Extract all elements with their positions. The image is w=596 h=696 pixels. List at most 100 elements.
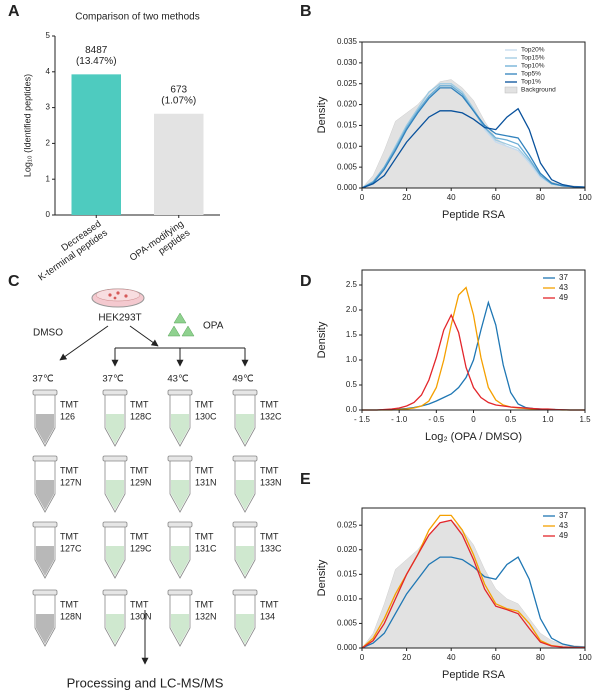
- x-axis-label: Peptide RSA: [442, 209, 506, 221]
- x-tick-label: - 1.5: [354, 415, 371, 424]
- tube: [167, 389, 193, 447]
- legend-label: 49: [559, 293, 568, 302]
- y-tick-label: 4: [46, 67, 51, 76]
- legend-label: 37: [559, 273, 568, 282]
- tmt-label: TMT: [260, 399, 279, 409]
- background-area: [361, 79, 586, 189]
- y-axis-label: Density: [316, 96, 328, 133]
- x-tick-label: 1.0: [542, 415, 554, 424]
- temperature-label: 49℃: [232, 374, 254, 385]
- temperature-label: 43℃: [167, 374, 189, 385]
- tube-cap: [167, 389, 193, 396]
- panel-label: D: [300, 273, 312, 290]
- x-tick-label: 40: [447, 193, 456, 202]
- tube: [167, 589, 193, 647]
- value-label: (1.07%): [161, 95, 196, 106]
- tube-liquid: [236, 480, 254, 510]
- x-tick-label: 60: [491, 193, 500, 202]
- legend-label: 37: [559, 511, 568, 520]
- legend-label: 43: [559, 521, 568, 530]
- tmt-label: TMT: [60, 599, 79, 609]
- series-line: [361, 107, 586, 189]
- tube-cap: [32, 521, 58, 528]
- y-tick-label: 1.0: [346, 355, 358, 364]
- tube-liquid: [36, 414, 54, 444]
- tube-body: [234, 395, 256, 447]
- y-tick-label: 0.000: [337, 183, 358, 192]
- tube: [232, 521, 258, 579]
- tmt-label: TMT: [60, 465, 79, 475]
- temperature-label: 37℃: [102, 374, 124, 385]
- x-tick-label: 0.5: [505, 415, 517, 424]
- value-label: 673: [170, 84, 187, 95]
- y-tick-label: 0.025: [337, 79, 358, 88]
- tmt-label: TMT: [260, 531, 279, 541]
- panel-label: E: [300, 471, 311, 488]
- tube: [232, 589, 258, 647]
- tube: [232, 455, 258, 513]
- y-tick-label: 0.020: [337, 100, 358, 109]
- value-label: 8487: [85, 45, 108, 56]
- x-axis-label: Peptide RSA: [442, 669, 506, 681]
- tube-cap: [232, 589, 258, 596]
- tube: [167, 521, 193, 579]
- tube: [102, 521, 128, 579]
- tube: [102, 589, 128, 647]
- series-line: [362, 286, 585, 411]
- tube-cap: [102, 589, 128, 596]
- tube-liquid: [106, 414, 124, 444]
- tmt-channel: 127C: [60, 543, 82, 553]
- tube-cap: [232, 389, 258, 396]
- y-tick-label: 1: [46, 174, 51, 183]
- y-tick-label: 0.035: [337, 37, 358, 46]
- x-tick-label: 20: [402, 653, 411, 662]
- tmt-label: TMT: [60, 399, 79, 409]
- tube-cap: [167, 521, 193, 528]
- tube-body: [169, 595, 191, 647]
- tmt-channel: 132N: [195, 611, 217, 621]
- y-tick-label: 1.5: [346, 330, 358, 339]
- tmt-channel: 127N: [60, 477, 82, 487]
- y-tick-label: 2.0: [346, 305, 358, 314]
- series-line: [361, 87, 586, 189]
- tmt-label: TMT: [60, 531, 79, 541]
- tmt-channel: 128C: [130, 411, 152, 421]
- tmt-channel: 133C: [260, 543, 282, 553]
- tmt-channel: 131N: [195, 477, 217, 487]
- legend-label: Top1%: [521, 79, 541, 86]
- tube-liquid: [171, 414, 189, 444]
- tube-body: [169, 395, 191, 447]
- tmt-label: TMT: [195, 465, 214, 475]
- x-tick-label: 0: [360, 193, 365, 202]
- y-tick-label: 0.0: [346, 405, 358, 414]
- panel-c: C HEK293T DMSO OPA Processing and LC-MS/…: [8, 273, 249, 690]
- legend-label: Background: [521, 87, 556, 94]
- y-tick-label: 0: [46, 210, 51, 219]
- value-label: (13.47%): [76, 56, 117, 67]
- tube: [102, 455, 128, 513]
- tmt-label: TMT: [260, 465, 279, 475]
- y-axis-label: Density: [316, 321, 328, 358]
- tube-cap: [32, 589, 58, 596]
- tmt-channel: 126: [60, 411, 75, 421]
- tmt-channel: 129N: [130, 477, 152, 487]
- tube-body: [169, 527, 191, 579]
- tmt-channel: 132C: [260, 411, 282, 421]
- x-tick-label: 0: [471, 415, 476, 424]
- tmt-channel: 131C: [195, 543, 217, 553]
- tmt-label: TMT: [195, 531, 214, 541]
- y-tick-label: 0.015: [337, 121, 358, 130]
- tmt-label: TMT: [195, 599, 214, 609]
- tube-cap: [167, 455, 193, 462]
- tube-liquid: [171, 546, 189, 576]
- tube-liquid: [106, 614, 124, 644]
- tube-liquid: [36, 614, 54, 644]
- x-tick-label: 60: [491, 653, 500, 662]
- y-tick-label: 0.030: [337, 58, 358, 67]
- legend-label: Top5%: [521, 71, 541, 78]
- x-tick-label: 100: [578, 193, 592, 202]
- tube-cap: [167, 589, 193, 596]
- x-tick-label: 0: [360, 653, 365, 662]
